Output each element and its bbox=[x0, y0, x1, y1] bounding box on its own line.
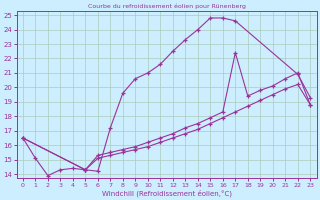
X-axis label: Windchill (Refroidissement éolien,°C): Windchill (Refroidissement éolien,°C) bbox=[101, 189, 232, 197]
Title: Courbe du refroidissement éolien pour Rünenberg: Courbe du refroidissement éolien pour Rü… bbox=[88, 3, 245, 9]
